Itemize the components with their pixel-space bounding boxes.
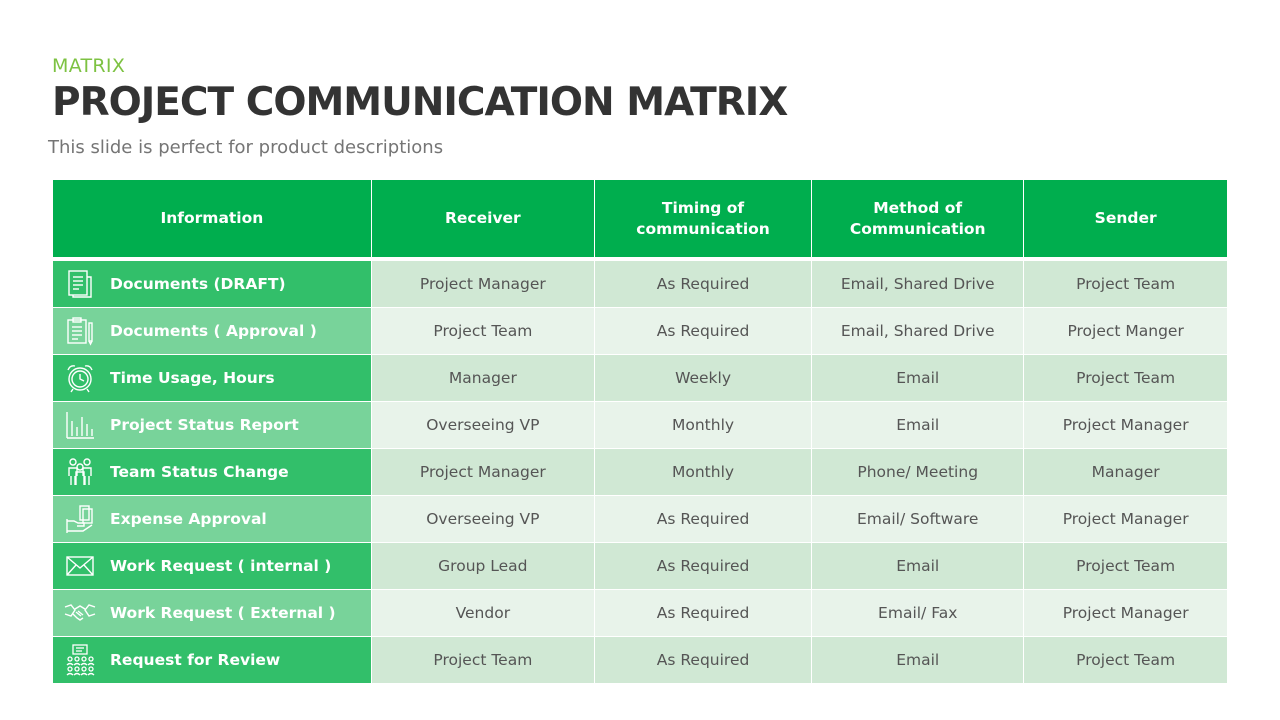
table-row: Team Status Change Project Manager Monthly… [53,448,1227,496]
receiver-cell: Project Team [371,636,595,684]
table-row: Work Request ( internal ) Group Lead As Re… [53,542,1227,590]
timing-cell: As Required [594,542,813,590]
sender-cell: Manager [1023,448,1227,496]
receiver-cell: Project Manager [371,448,595,496]
table-row: Documents ( Approval ) Project Team As Req… [53,307,1227,355]
sender-cell: Project Team [1023,259,1227,308]
sender-cell: Project Manger [1023,307,1227,355]
communication-matrix-table: Information Receiver Timing of communica… [53,180,1227,684]
receiver-cell: Project Team [371,307,595,355]
information-cell: Project Status Report [53,401,372,449]
method-cell: Email [811,401,1025,449]
receiver-cell: Project Manager [371,259,595,308]
page-title: PROJECT COMMUNICATION MATRIX [52,80,788,125]
method-cell: Email/ Software [811,495,1025,543]
information-cell: Request for Review [53,636,372,684]
method-cell: Email [811,636,1025,684]
receiver-cell: Overseeing VP [371,401,595,449]
sender-cell: Project Team [1023,542,1227,590]
timing-cell: Monthly [594,401,813,449]
table-row: Documents (DRAFT) Project Manager As Requi… [53,259,1227,308]
sender-cell: Project Team [1023,354,1227,402]
information-cell: Documents ( Approval ) [53,307,372,355]
receiver-cell: Overseeing VP [371,495,595,543]
receiver-cell: Group Lead [371,542,595,590]
bar-chart-icon [63,408,97,442]
page-subtitle: This slide is perfect for product descri… [48,137,444,158]
timing-cell: As Required [594,495,813,543]
method-cell: Email/ Fax [811,589,1025,637]
timing-cell: Monthly [594,448,813,496]
eyebrow-label: MATRIX [52,55,126,77]
header-sender: Sender [1023,180,1227,259]
handshake-icon [63,596,97,630]
header-timing: Timing of communication [594,180,813,259]
table-row: Time Usage, Hours Manager Weekly Email Proje… [53,354,1227,402]
method-cell: Phone/ Meeting [811,448,1025,496]
money-hand-icon [63,502,97,536]
information-label: Time Usage, Hours [110,369,275,387]
team-icon [63,455,97,489]
method-cell: Email, Shared Drive [811,259,1025,308]
timing-cell: As Required [594,636,813,684]
table-header-row: Information Receiver Timing of communica… [53,180,1227,259]
information-label: Team Status Change [110,463,289,481]
information-label: Request for Review [110,651,281,669]
method-cell: Email [811,354,1025,402]
envelope-icon [63,549,97,583]
information-label: Work Request ( internal ) [110,557,332,575]
method-cell: Email [811,542,1025,590]
table-row: Request for Review Project Team As Require… [53,636,1227,684]
information-cell: Documents (DRAFT) [53,259,372,308]
clipboard-icon [63,314,97,348]
header-method: Method of Communication [811,180,1025,259]
information-cell: Expense Approval [53,495,372,543]
table-row: Project Status Report Overseeing VP Monthl… [53,401,1227,449]
method-cell: Email, Shared Drive [811,307,1025,355]
table-body: Documents (DRAFT) Project Manager As Requi… [53,259,1227,684]
alarm-clock-icon [63,361,97,395]
sender-cell: Project Manager [1023,401,1227,449]
timing-cell: Weekly [594,354,813,402]
table-row: Expense Approval Overseeing VP As Required… [53,495,1227,543]
information-label: Expense Approval [110,510,267,528]
information-cell: Time Usage, Hours [53,354,372,402]
information-cell: Team Status Change [53,448,372,496]
information-cell: Work Request ( External ) [53,589,372,637]
header-information: Information [53,180,372,259]
timing-cell: As Required [594,589,813,637]
sender-cell: Project Team [1023,636,1227,684]
receiver-cell: Vendor [371,589,595,637]
table-row: Work Request ( External ) Vendor As Requir… [53,589,1227,637]
sender-cell: Project Manager [1023,495,1227,543]
information-label: Work Request ( External ) [110,604,336,622]
timing-cell: As Required [594,307,813,355]
information-label: Documents (DRAFT) [110,275,286,293]
timing-cell: As Required [594,259,813,308]
information-cell: Work Request ( internal ) [53,542,372,590]
document-icon [63,267,97,301]
information-label: Project Status Report [110,416,299,434]
header-receiver: Receiver [371,180,595,259]
receiver-cell: Manager [371,354,595,402]
information-label: Documents ( Approval ) [110,322,317,340]
audience-icon [63,643,97,677]
sender-cell: Project Manager [1023,589,1227,637]
